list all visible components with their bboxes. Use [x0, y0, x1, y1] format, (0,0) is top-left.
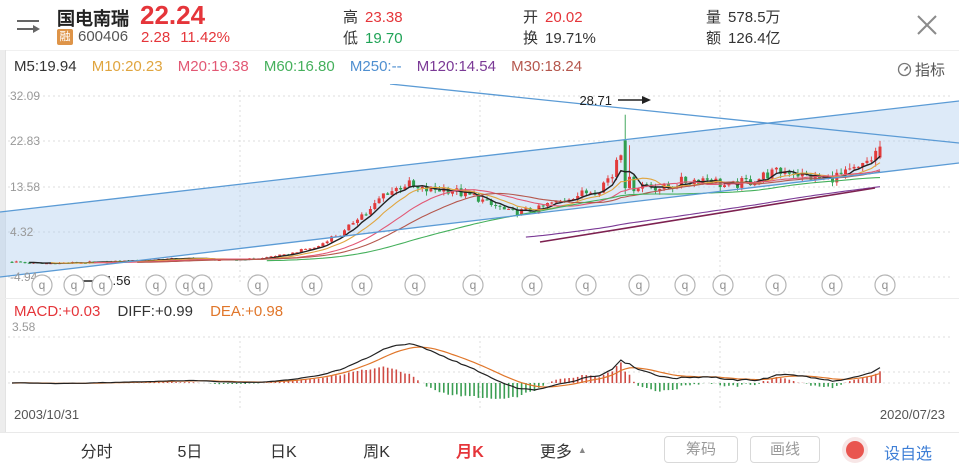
- svg-text:22.83: 22.83: [10, 134, 40, 148]
- svg-text:q: q: [412, 278, 419, 292]
- svg-text:q: q: [636, 278, 643, 292]
- svg-text:q: q: [99, 278, 106, 292]
- macd-scale-label: 3.58: [12, 320, 36, 334]
- svg-text:q: q: [71, 278, 78, 292]
- axis-date-end: 2020/07/23: [879, 407, 945, 422]
- add-watchlist-button[interactable]: 设自选: [884, 446, 933, 463]
- close-icon[interactable]: [913, 11, 941, 39]
- tab-monthly-k[interactable]: 月K: [456, 443, 484, 461]
- ma120-value: M120:14.54: [416, 58, 496, 75]
- last-price: 22.24: [140, 0, 206, 30]
- gauge-icon: [897, 62, 912, 77]
- draw-line-button[interactable]: 画线: [750, 436, 820, 463]
- svg-text:13.58: 13.58: [10, 180, 40, 194]
- ma-legend: M5:19.94 M10:20.23 M20:19.38 M60:16.80 M…: [14, 58, 593, 75]
- svg-text:q: q: [682, 278, 689, 292]
- svg-text:q: q: [882, 278, 889, 292]
- svg-text:q: q: [309, 278, 316, 292]
- tab-more[interactable]: 更多 ▲: [539, 443, 587, 461]
- ma5-value: M5:19.94: [14, 58, 77, 75]
- svg-text:q: q: [583, 278, 590, 292]
- ma30-value: M30:18.24: [511, 58, 583, 75]
- svg-text:q: q: [470, 278, 477, 292]
- tab-intraday[interactable]: 分时: [80, 443, 113, 461]
- indicator-label: 指标: [914, 62, 945, 79]
- svg-text:q: q: [255, 278, 262, 292]
- ma10-value: M10:20.23: [91, 58, 163, 75]
- macd-value: MACD:+0.03: [14, 303, 101, 320]
- svg-text:q: q: [829, 278, 836, 292]
- change-amount: 2.28: [141, 29, 171, 46]
- dea-value: DEA:+0.98: [210, 303, 284, 320]
- bottom-toolbar: 分时 5日 日K 周K 月K 更多 ▲ 筹码 画线 设自选: [0, 432, 959, 465]
- svg-text:q: q: [773, 278, 780, 292]
- stat-amount: 额 126.4亿: [706, 30, 781, 47]
- left-edge-strip: [0, 50, 6, 432]
- period-tabs: 分时 5日 日K 周K 月K 更多 ▲: [50, 433, 610, 465]
- stat-volume: 量 578.5万: [706, 9, 781, 26]
- svg-text:4.32: 4.32: [10, 225, 34, 239]
- macd-legend: MACD:+0.03 DIFF:+0.99 DEA:+0.98: [14, 303, 296, 320]
- tab-5day[interactable]: 5日: [177, 443, 203, 461]
- stat-open: 开 20.02: [523, 9, 583, 26]
- chip-distribution-button[interactable]: 筹码: [664, 436, 738, 463]
- svg-text:q: q: [153, 278, 160, 292]
- tab-weekly-k[interactable]: 周K: [363, 443, 390, 461]
- svg-text:q: q: [720, 278, 727, 292]
- svg-text:32.09: 32.09: [10, 89, 40, 103]
- stock-code: 600406: [78, 28, 129, 45]
- stock-code-row: 融 600406: [57, 28, 128, 45]
- stat-high: 高 23.38: [343, 9, 403, 26]
- diff-value: DIFF:+0.99: [117, 303, 193, 320]
- svg-text:-4.94: -4.94: [10, 270, 38, 284]
- axis-date-start: 2003/10/31: [14, 407, 80, 422]
- svg-text:q: q: [529, 278, 536, 292]
- svg-text:q: q: [199, 278, 206, 292]
- stock-name: 国电南瑞: [57, 9, 129, 29]
- record-dot-icon: [846, 441, 864, 459]
- macd-chart[interactable]: [0, 334, 959, 410]
- record-button[interactable]: [842, 437, 868, 463]
- date-axis: 2003/10/31 2020/07/23: [0, 407, 959, 424]
- caret-up-icon: ▲: [577, 444, 587, 455]
- switch-stock-icon[interactable]: [14, 13, 44, 39]
- ma60-value: M60:16.80: [263, 58, 335, 75]
- margin-badge: 融: [57, 28, 73, 45]
- ma20-value: M20:19.38: [177, 58, 249, 75]
- stat-turnover-rate: 换 19.71%: [523, 30, 596, 47]
- pane-divider: [0, 298, 959, 299]
- indicator-button[interactable]: 指标: [897, 59, 945, 80]
- tab-daily-k[interactable]: 日K: [269, 443, 297, 461]
- svg-text:q: q: [39, 278, 46, 292]
- price-change: 2.28 11.42%: [141, 29, 240, 46]
- ma250-value: M250:--: [349, 58, 402, 75]
- svg-text:q: q: [183, 278, 190, 292]
- change-percent: 11.42%: [180, 29, 230, 46]
- svg-text:28.71: 28.71: [579, 93, 612, 108]
- svg-text:q: q: [359, 278, 366, 292]
- stat-low: 低 19.70: [343, 30, 403, 47]
